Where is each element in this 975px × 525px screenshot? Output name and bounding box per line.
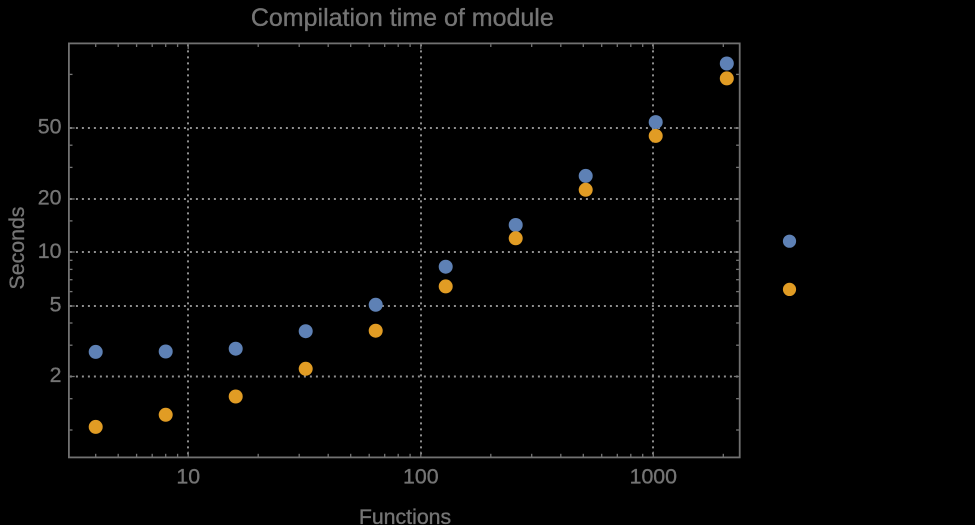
svg-text:Seconds: Seconds bbox=[5, 207, 29, 290]
svg-text:10: 10 bbox=[176, 464, 200, 488]
svg-text:5: 5 bbox=[50, 292, 62, 316]
svg-text:2: 2 bbox=[50, 363, 62, 387]
svg-text:10: 10 bbox=[38, 239, 62, 263]
svg-text:50: 50 bbox=[38, 115, 62, 139]
svg-text:100: 100 bbox=[403, 464, 439, 488]
svg-text:Functions: Functions bbox=[359, 505, 451, 525]
svg-text:20: 20 bbox=[38, 185, 62, 209]
svg-text:1000: 1000 bbox=[630, 464, 678, 488]
svg-text:Compilation time of module: Compilation time of module bbox=[251, 4, 554, 32]
